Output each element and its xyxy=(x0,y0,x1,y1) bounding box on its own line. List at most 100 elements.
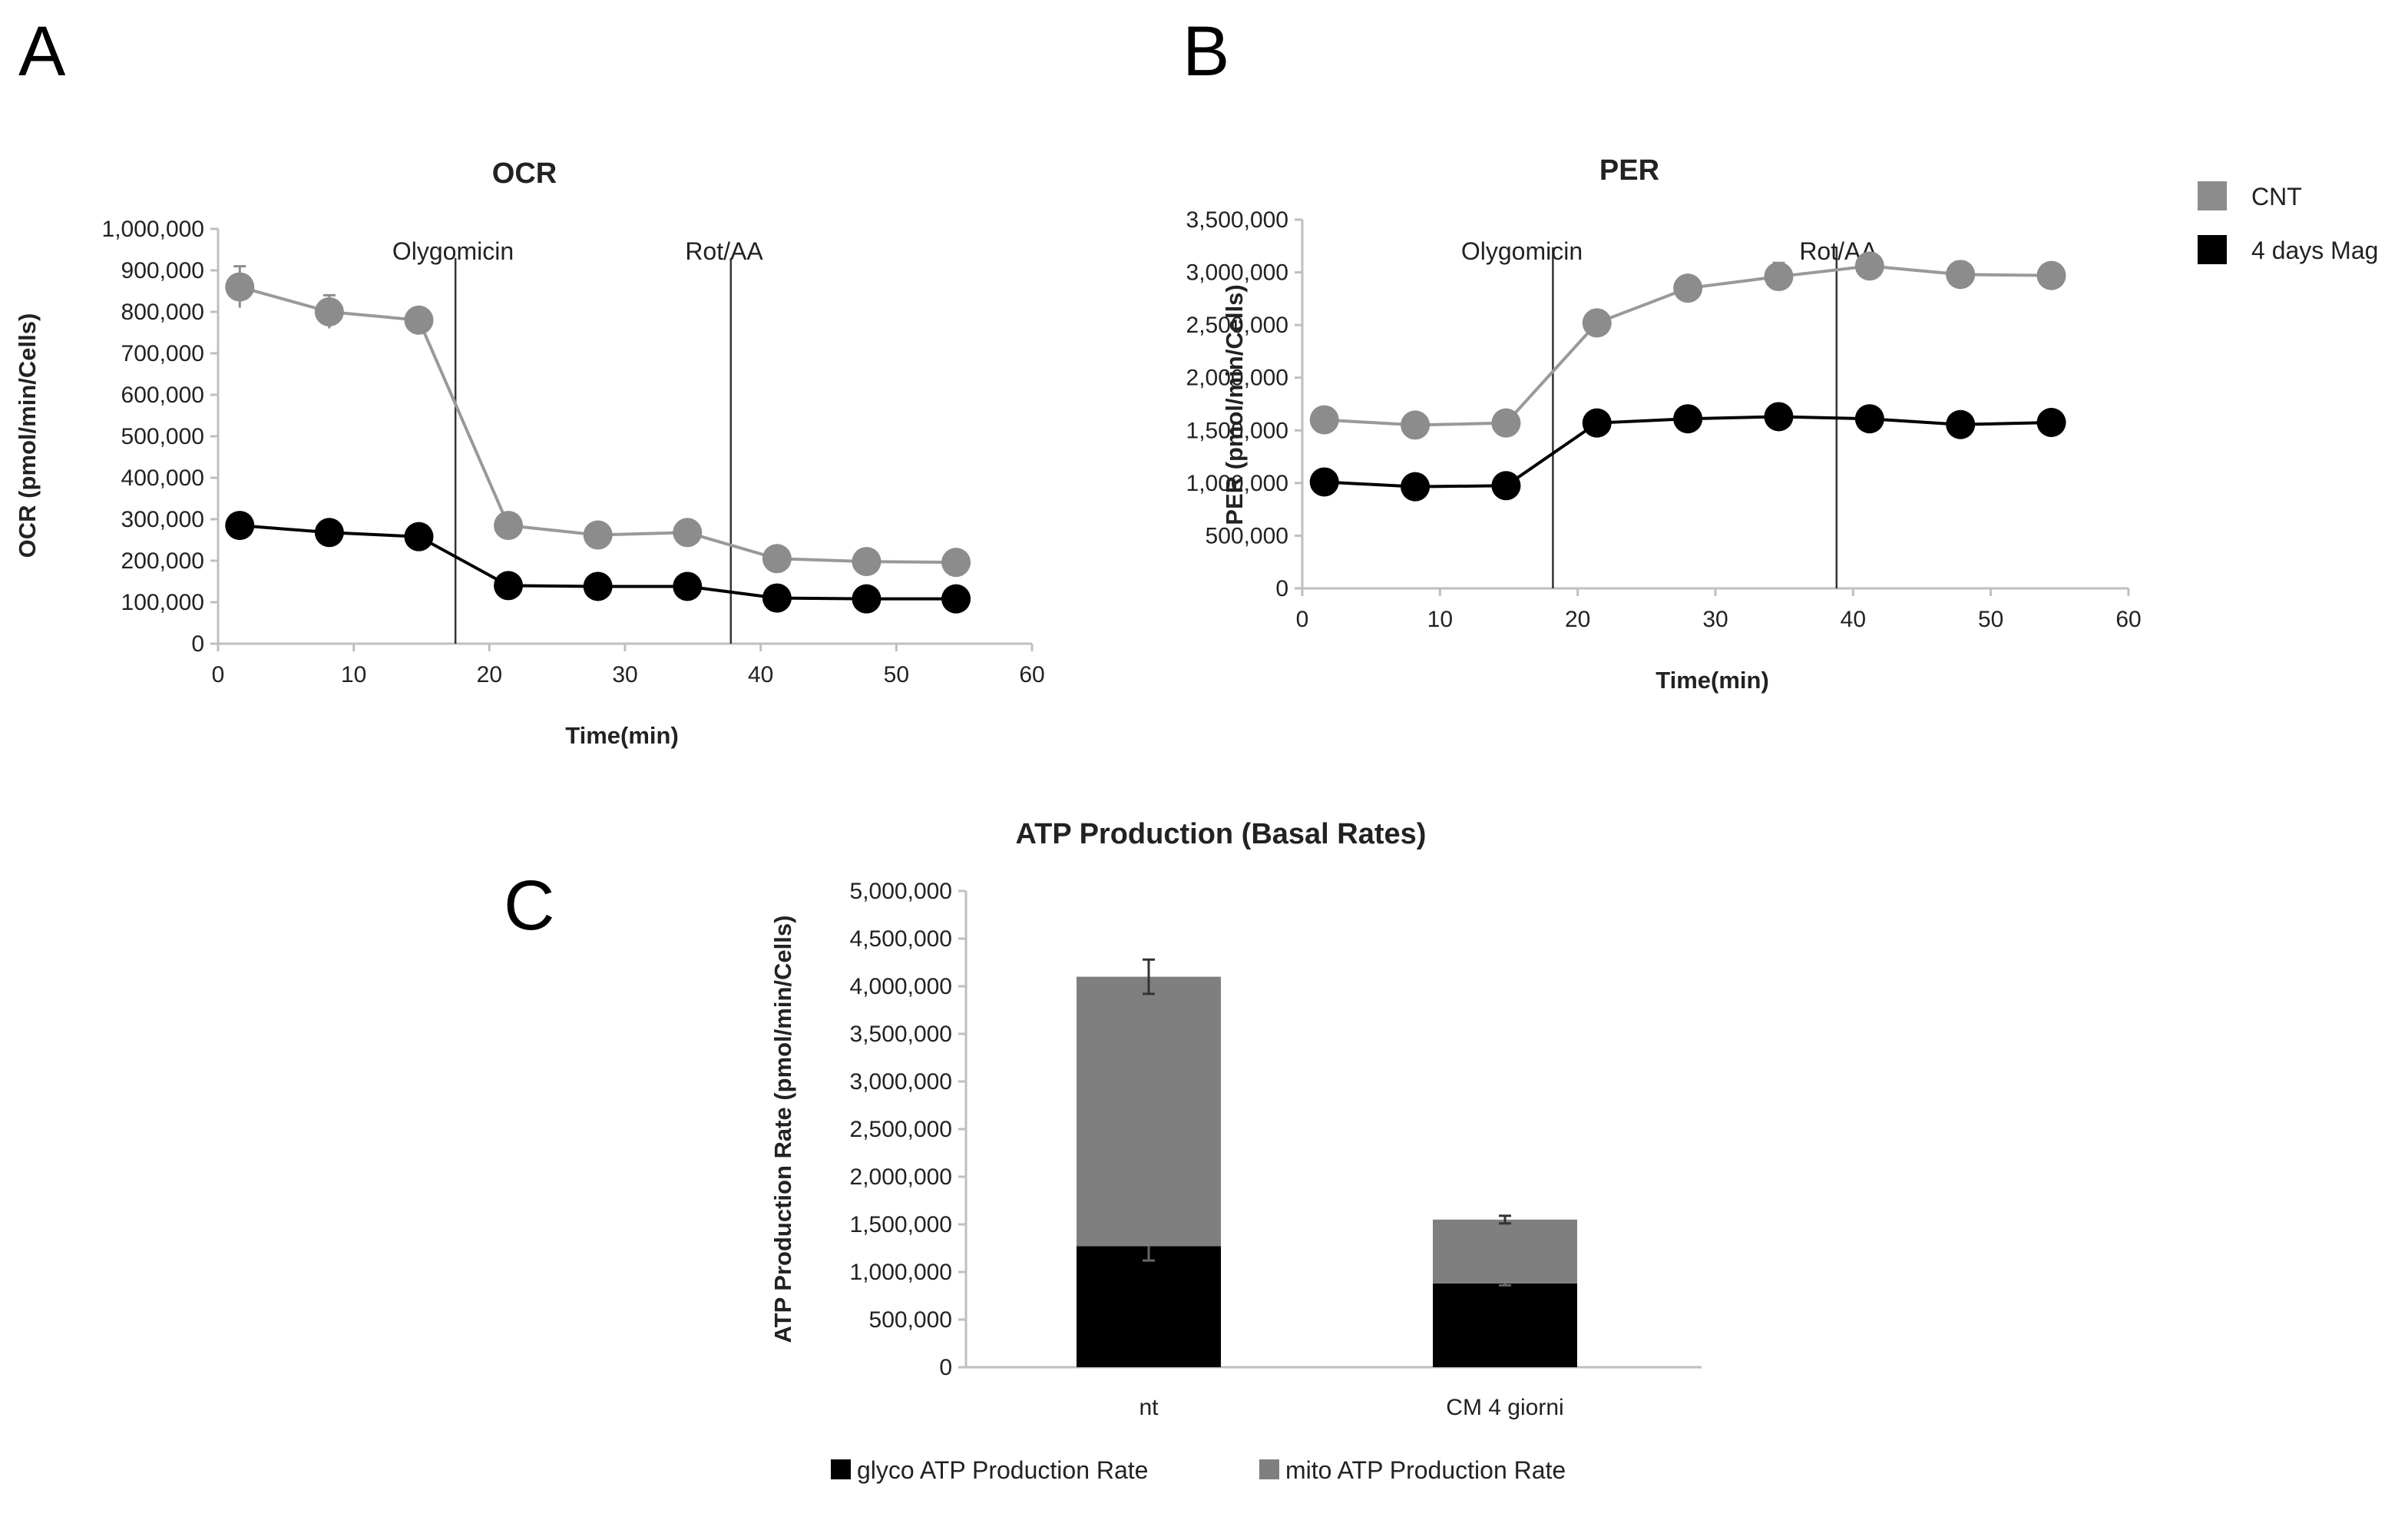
ocr-y-tick-label: 300,000 xyxy=(121,507,204,532)
atp-y-axis-label: ATP Production Rate (pmol/min/Cells) xyxy=(769,916,796,1343)
ocr-data-point-cnt xyxy=(494,511,524,541)
panel-label-c: C xyxy=(504,866,554,945)
ocr-x-tick-label: 40 xyxy=(748,662,773,687)
legend-label-4-days-mag: 4 days Mag xyxy=(2251,237,2378,264)
per-x-tick-label: 10 xyxy=(1427,607,1453,632)
atp-y-tick-label: 3,500,000 xyxy=(850,1022,952,1047)
atp-y-tick-label: 0 xyxy=(939,1355,952,1380)
atp-y-tick-label: 1,500,000 xyxy=(850,1212,952,1237)
ocr-y-tick-label: 900,000 xyxy=(121,258,204,283)
per-data-point-cnt xyxy=(1309,405,1339,435)
atp-y-tick-label: 500,000 xyxy=(869,1307,952,1333)
ocr-y-tick-label: 200,000 xyxy=(121,548,204,574)
atp-category-label: CM 4 giorni xyxy=(1446,1395,1563,1420)
legend-label-cnt: CNT xyxy=(2251,183,2302,210)
ocr-data-point-cnt xyxy=(225,272,255,302)
ocr-data-point-cnt xyxy=(762,544,792,574)
atp-bar-glyco xyxy=(1433,1283,1577,1367)
legend-swatch-mito xyxy=(1259,1459,1279,1479)
per-data-point-mag xyxy=(1854,404,1884,434)
ocr-data-point-cnt xyxy=(941,548,971,578)
per-y-tick-label: 1,000,000 xyxy=(1186,471,1288,496)
atp-y-tick-label: 4,500,000 xyxy=(850,926,952,952)
atp-y-tick-label: 1,000,000 xyxy=(850,1260,952,1285)
per-chart: PER Time(min) PER (pmol/min/Cells) 0 500,… xyxy=(1186,154,2142,694)
per-y-axis-label: PER (pmol/min/Cells) xyxy=(1221,284,1248,525)
ocr-data-point-mag xyxy=(494,571,524,601)
ocr-x-tick-label: 20 xyxy=(477,662,502,687)
atp-y-tick-label: 3,000,000 xyxy=(850,1069,952,1095)
atp-bar-mito xyxy=(1077,976,1221,1247)
ocr-data-point-mag xyxy=(852,584,882,614)
per-data-point-mag xyxy=(1673,404,1703,434)
per-data-point-mag xyxy=(1582,408,1612,438)
ocr-data-point-mag xyxy=(762,583,792,613)
ocr-x-tick-label: 60 xyxy=(1019,662,1044,687)
ocr-x-tick-label: 30 xyxy=(612,662,637,687)
atp-y-tick-label: 5,000,000 xyxy=(850,879,952,904)
ocr-data-point-mag xyxy=(314,518,344,548)
ocr-treatment-label: Olygomicin xyxy=(392,237,514,265)
per-data-point-mag xyxy=(2036,408,2066,437)
per-data-point-mag xyxy=(1309,467,1339,497)
ocr-data-point-mag xyxy=(583,571,613,601)
atp-y-tick-label: 2,500,000 xyxy=(850,1117,952,1142)
per-x-tick-label: 40 xyxy=(1841,607,1866,632)
panel-label-a: A xyxy=(18,12,66,91)
line-legend: CNT 4 days Mag xyxy=(2198,181,2378,264)
per-data-point-mag xyxy=(1764,402,1794,432)
ocr-data-point-mag xyxy=(941,584,971,614)
per-y-tick-label: 1,500,000 xyxy=(1186,418,1288,443)
atp-chart-title: ATP Production (Basal Rates) xyxy=(1016,818,1427,850)
per-treatment-label: Olygomicin xyxy=(1461,237,1583,265)
per-chart-title: PER xyxy=(1599,154,1659,187)
atp-bar-glyco xyxy=(1077,1246,1221,1367)
atp-category-label: nt xyxy=(1139,1395,1159,1420)
atp-y-tick-label: 2,000,000 xyxy=(850,1164,952,1190)
per-data-point-cnt xyxy=(1582,308,1612,338)
legend-label-glyco: glyco ATP Production Rate xyxy=(857,1456,1148,1484)
ocr-y-tick-label: 600,000 xyxy=(121,383,204,408)
per-data-point-cnt xyxy=(1491,408,1521,438)
ocr-y-tick-label: 800,000 xyxy=(121,300,204,325)
ocr-data-point-mag xyxy=(404,522,434,551)
ocr-x-tick-label: 0 xyxy=(212,662,225,687)
ocr-y-tick-label: 100,000 xyxy=(121,590,204,615)
per-x-tick-label: 20 xyxy=(1565,607,1590,632)
ocr-x-tick-label: 50 xyxy=(884,662,909,687)
per-data-point-cnt xyxy=(1401,410,1431,440)
legend-swatch-glyco xyxy=(831,1459,851,1479)
ocr-chart-title: OCR xyxy=(492,157,557,190)
per-x-axis-label: Time(min) xyxy=(1656,667,1769,694)
per-y-tick-label: 3,500,000 xyxy=(1186,207,1288,233)
ocr-y-tick-label: 0 xyxy=(191,631,204,657)
ocr-chart: OCR Time(min) OCR (pmol/min/Cells) 0 100,… xyxy=(14,157,1045,749)
per-x-tick-label: 30 xyxy=(1702,607,1728,632)
ocr-data-point-cnt xyxy=(583,520,613,550)
ocr-x-tick-label: 10 xyxy=(341,662,366,687)
per-x-tick-label: 0 xyxy=(1296,607,1309,632)
ocr-treatment-label: Rot/AA xyxy=(685,237,763,265)
per-y-tick-label: 500,000 xyxy=(1206,523,1288,548)
ocr-data-point-mag xyxy=(673,571,703,601)
ocr-y-axis-label: OCR (pmol/min/Cells) xyxy=(14,313,41,558)
ocr-data-point-cnt xyxy=(404,305,434,335)
per-data-point-mag xyxy=(1946,409,1976,439)
per-x-tick-label: 60 xyxy=(2115,607,2141,632)
per-y-tick-label: 2,000,000 xyxy=(1186,366,1288,391)
per-data-point-cnt xyxy=(2036,260,2066,290)
ocr-x-axis-label: Time(min) xyxy=(565,722,679,749)
per-data-point-cnt xyxy=(1854,251,1884,281)
bar-legend: glyco ATP Production Rate mito ATP Produ… xyxy=(831,1456,1566,1484)
ocr-y-tick-label: 500,000 xyxy=(121,424,204,449)
panel-label-b: B xyxy=(1182,12,1229,91)
per-data-point-cnt xyxy=(1673,273,1703,303)
atp-chart: ATP Production (Basal Rates) ATP Product… xyxy=(769,818,1702,1484)
per-y-tick-label: 0 xyxy=(1275,576,1288,601)
per-x-tick-label: 50 xyxy=(1978,607,2003,632)
legend-swatch-4-days-mag xyxy=(2198,235,2227,264)
ocr-data-point-cnt xyxy=(673,518,703,548)
ocr-data-point-cnt xyxy=(852,547,882,577)
atp-y-tick-label: 4,000,000 xyxy=(850,974,952,999)
per-data-point-mag xyxy=(1491,471,1521,501)
